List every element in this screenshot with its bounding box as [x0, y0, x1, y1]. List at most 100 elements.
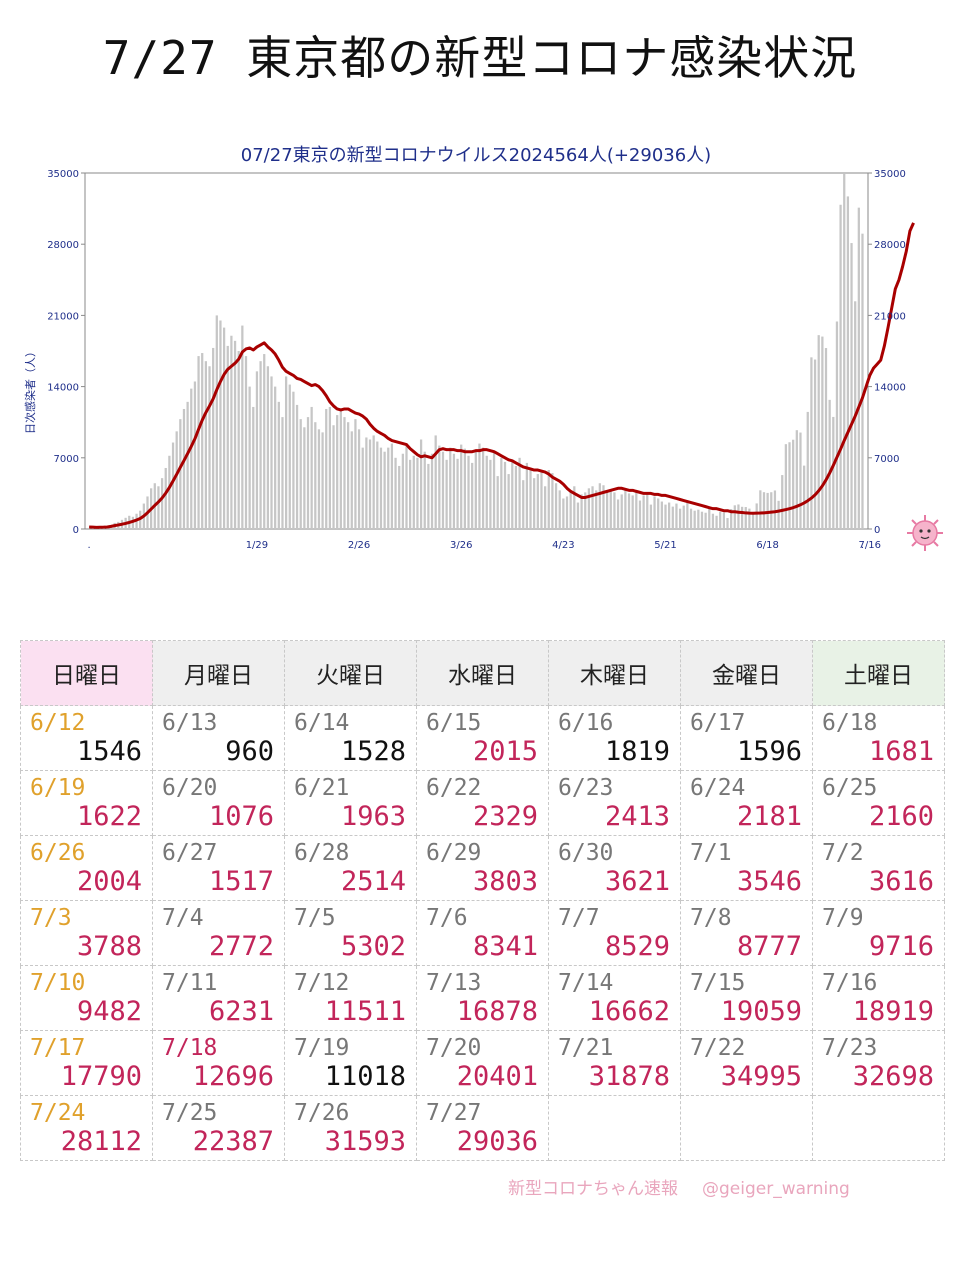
day-case-count: 1528 [340, 736, 406, 767]
bar [164, 467, 167, 529]
bar [336, 415, 339, 529]
x-tick-label: 1/29 [246, 540, 268, 551]
bar [711, 513, 715, 529]
bar [398, 465, 401, 529]
bar [292, 391, 295, 529]
bar [401, 453, 404, 529]
calendar-day-cell: 7/24 28112 [20, 1095, 153, 1161]
calendar-day-cell: 6/29 3803 [416, 835, 549, 901]
bar [821, 336, 824, 529]
bar [795, 430, 798, 529]
bar [518, 457, 521, 529]
calendar-day-cell: 7/10 9482 [20, 965, 153, 1031]
x-tick-label: 5/21 [654, 540, 676, 551]
day-case-count: 2004 [76, 866, 142, 897]
bar [591, 486, 594, 529]
bar [295, 404, 299, 529]
day-date: 7/14 [558, 970, 614, 996]
day-date: 7/3 [30, 905, 72, 931]
calendar-day-cell: 6/18 1681 [812, 705, 945, 771]
calendar-day-cell: 7/22 34995 [680, 1030, 813, 1096]
day-date: 7/24 [30, 1100, 86, 1126]
chart-title: 07/27東京の新型コロナウイルス2024564人(+29036人) [241, 145, 711, 166]
day-case-count: 1819 [604, 736, 670, 767]
bar [281, 417, 284, 529]
bar [715, 515, 718, 529]
calendar-day-cell: 7/26 31593 [284, 1095, 417, 1161]
bar [438, 445, 441, 529]
day-case-count: 1546 [76, 736, 142, 767]
bar [190, 388, 193, 529]
bar [419, 439, 423, 529]
day-case-count: 2181 [736, 801, 802, 832]
header-sunday: 日曜日 [20, 640, 153, 706]
day-date: 6/22 [426, 775, 482, 801]
line-series [89, 222, 915, 529]
day-case-count: 9482 [76, 996, 142, 1027]
day-case-count: 2015 [472, 736, 538, 767]
bar [390, 443, 394, 529]
bar [441, 451, 445, 529]
bar [543, 486, 547, 529]
bar [332, 425, 335, 529]
calendar-header-row: 日曜日 月曜日 火曜日 水曜日 木曜日 金曜日 土曜日 [20, 640, 945, 706]
bar [197, 356, 200, 529]
daily-cases-chart: 07/27東京の新型コロナウイルス2024564人(+29036人) 0 7000… [23, 145, 915, 551]
x-tick-label: 4/23 [552, 540, 574, 551]
header-tuesday: 火曜日 [284, 640, 417, 706]
bar [602, 485, 605, 529]
bar [372, 435, 375, 529]
day-case-count: 2772 [208, 931, 274, 962]
bar [792, 439, 795, 529]
bar [693, 510, 696, 529]
day-case-count: 8777 [736, 931, 802, 962]
day-date: 7/13 [426, 970, 482, 996]
bar [365, 437, 368, 529]
footer-brand: 新型コロナちゃん速報 [508, 1179, 678, 1199]
day-case-count: 22387 [192, 1126, 274, 1157]
calendar-day-cell: 7/3 3788 [20, 900, 153, 966]
bar [248, 386, 251, 529]
calendar-day-cell: 7/6 8341 [416, 900, 549, 966]
y-tick-label: 7000 [54, 454, 79, 465]
bar [533, 478, 536, 529]
bar [168, 455, 171, 529]
calendar-day-cell: 7/1 3546 [680, 835, 813, 901]
bar [503, 461, 507, 529]
bar [522, 480, 525, 529]
y-tick-label: 0 [73, 525, 79, 536]
calendar-day-cell: 6/16 1819 [548, 705, 681, 771]
day-case-count: 9716 [868, 931, 934, 962]
bar [270, 376, 273, 529]
calendar-day-cell: 7/5 5302 [284, 900, 417, 966]
bar [766, 492, 769, 529]
bar [606, 491, 609, 529]
header-monday: 月曜日 [152, 640, 285, 706]
calendar-day-cell: 7/7 8529 [548, 900, 681, 966]
bar [379, 447, 383, 529]
day-date: 7/1 [690, 840, 732, 866]
bar [802, 465, 806, 529]
bar [529, 467, 532, 529]
calendar-week-row: 6/26 2004 6/27 1517 6/28 2514 6/29 3803 6/30 3621… [20, 835, 945, 901]
bar [613, 492, 616, 529]
bar [646, 494, 649, 529]
bar [726, 518, 729, 529]
bar [777, 500, 780, 529]
day-date: 7/19 [294, 1035, 350, 1061]
day-case-count: 2160 [868, 801, 934, 832]
bar [383, 451, 386, 529]
bar [627, 493, 631, 529]
day-case-count: 29036 [456, 1126, 538, 1157]
bar [737, 504, 740, 529]
bar [788, 442, 791, 529]
bar [839, 204, 842, 529]
calendar-day-cell: 7/20 20401 [416, 1030, 549, 1096]
calendar-day-cell: 6/21 1963 [284, 770, 417, 836]
bar [182, 408, 186, 529]
bar [460, 444, 463, 529]
bar [514, 465, 518, 529]
bar [540, 472, 543, 529]
bar [423, 451, 426, 529]
bar [255, 371, 259, 529]
